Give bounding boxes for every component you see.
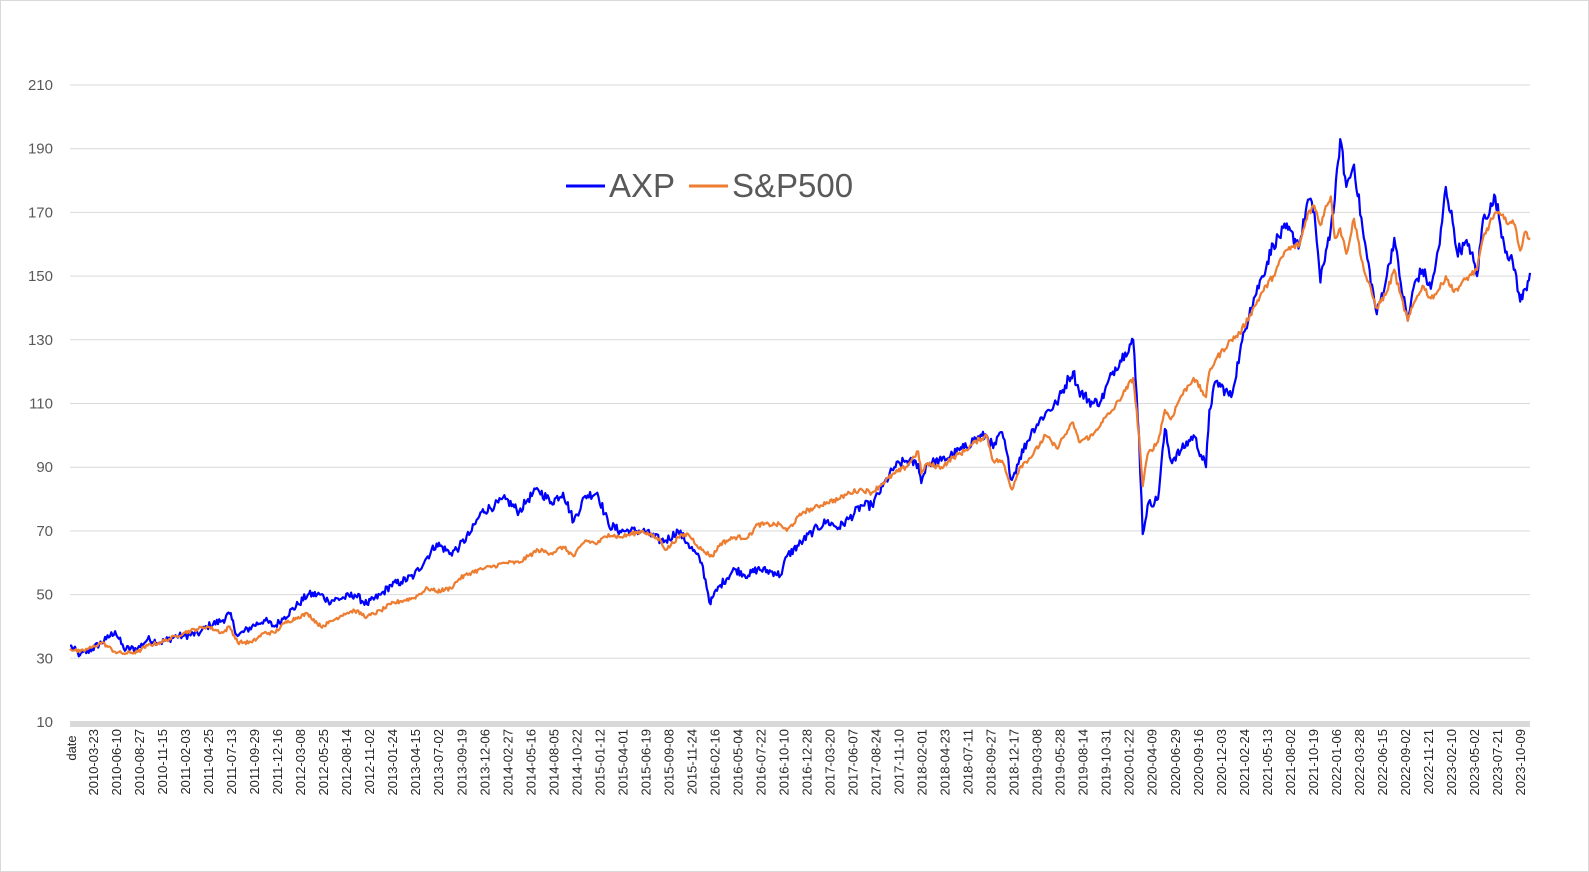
y-tick-label: 30 — [36, 650, 53, 667]
x-tick-label: 2017-06-07 — [846, 729, 861, 796]
x-tick-label: 2016-05-04 — [730, 729, 745, 796]
x-tick-label: 2023-07-21 — [1490, 729, 1505, 796]
x-tick-label: 2022-09-02 — [1398, 729, 1413, 796]
x-axis-first-label: date — [64, 735, 79, 760]
x-tick-label: 2013-04-15 — [408, 729, 423, 796]
x-tick-label: 2020-12-03 — [1214, 729, 1229, 796]
y-tick-label: 150 — [28, 268, 53, 285]
y-tick-label: 170 — [28, 204, 53, 221]
x-tick-label: 2012-08-14 — [339, 729, 354, 796]
x-tick-label: 2015-11-24 — [684, 729, 699, 795]
y-tick-label: 210 — [28, 77, 53, 94]
y-tick-label: 90 — [36, 459, 53, 476]
x-tick-label: 2020-01-22 — [1122, 729, 1137, 796]
x-tick-label: 2020-09-16 — [1191, 729, 1206, 796]
x-tick-label: 2011-12-16 — [270, 729, 285, 795]
x-tick-label: 2018-02-01 — [915, 729, 930, 796]
x-tick-label: 2015-06-19 — [638, 729, 653, 796]
x-tick-label: 2015-01-12 — [592, 729, 607, 796]
x-tick-label: 2018-12-17 — [1007, 729, 1022, 796]
x-tick-label: 2019-10-31 — [1099, 729, 1114, 796]
x-tick-label: 2014-02-27 — [500, 729, 515, 796]
x-tick-label: 2015-09-08 — [661, 729, 676, 796]
y-tick-label: 70 — [36, 523, 53, 540]
y-tick-label: 110 — [29, 396, 53, 413]
x-tick-label: 2020-04-09 — [1145, 729, 1160, 796]
legend-label-sp500: S&P500 — [732, 167, 853, 204]
x-tick-label: 2021-05-13 — [1260, 729, 1275, 796]
x-tick-label: 2016-07-22 — [753, 729, 768, 796]
x-tick-label: 2013-01-24 — [385, 729, 400, 796]
x-tick-label: 2012-03-08 — [293, 729, 308, 796]
x-tick-label: 2018-09-27 — [984, 729, 999, 796]
x-tick-label: 2016-02-16 — [707, 729, 722, 796]
x-tick-label: 2020-06-29 — [1168, 729, 1183, 796]
x-tick-label: 2014-08-05 — [546, 729, 561, 796]
legend-label-axp: AXP — [609, 167, 675, 204]
x-tick-label: 2011-09-29 — [247, 729, 262, 795]
x-tick-label: 2018-04-23 — [938, 729, 953, 796]
series-line-axp — [70, 138, 1532, 658]
x-tick-label: 2013-09-19 — [454, 729, 469, 796]
series-line-sp500 — [69, 195, 1531, 656]
x-tick-label: 2022-03-28 — [1352, 729, 1367, 796]
x-tick-label: 2021-08-02 — [1283, 729, 1298, 796]
x-tick-label: 2015-04-01 — [615, 729, 630, 796]
x-tick-label: 2012-05-25 — [316, 729, 331, 796]
x-tick-label: 2011-07-13 — [224, 729, 239, 795]
series-lines — [69, 138, 1532, 658]
x-tick-label: 2013-12-06 — [477, 729, 492, 796]
x-tick-label: 2011-04-25 — [201, 729, 216, 795]
x-tick-label: 2010-11-15 — [155, 729, 170, 795]
x-tick-label: 2018-07-11 — [961, 729, 976, 795]
x-tick-label: 2022-06-15 — [1375, 729, 1390, 796]
x-tick-label: 2021-02-24 — [1237, 729, 1252, 796]
x-tick-label: 2014-10-22 — [569, 729, 584, 796]
x-tick-label: 2023-05-02 — [1467, 729, 1482, 796]
x-tick-label: 2022-01-06 — [1329, 729, 1344, 796]
x-tick-label: 2016-12-28 — [800, 729, 815, 796]
y-tick-label: 10 — [36, 714, 53, 731]
x-tick-label: 2010-03-23 — [86, 729, 101, 796]
x-axis-line — [70, 721, 1530, 727]
legend: AXP S&P500 — [566, 167, 853, 204]
x-tick-label: 2022-11-21 — [1421, 729, 1436, 795]
x-tick-label: 2017-08-24 — [869, 729, 884, 796]
x-tick-label: 2012-11-02 — [362, 729, 377, 795]
y-tick-label: 190 — [28, 141, 53, 158]
y-tick-label: 50 — [36, 587, 53, 604]
x-tick-label: 2010-08-27 — [132, 729, 147, 796]
x-tick-label: 2013-07-02 — [431, 729, 446, 796]
x-tick-label: 2019-08-14 — [1076, 729, 1091, 796]
x-tick-label: 2014-05-16 — [523, 729, 538, 796]
x-axis: date 2010-03-23 2010-06-10 2010-08-27 2010-1… — [64, 721, 1530, 796]
x-tick-label: 2021-10-19 — [1306, 729, 1321, 796]
x-tick-label: 2023-02-10 — [1444, 729, 1459, 796]
x-tick-label: 2023-10-09 — [1513, 729, 1528, 796]
x-tick-label: 2017-11-10 — [892, 729, 907, 795]
x-tick-label: 2011-02-03 — [178, 729, 193, 795]
x-tick-label: 2016-10-10 — [776, 729, 791, 796]
x-tick-label: 2019-03-08 — [1030, 729, 1045, 796]
y-axis: 10 30 50 70 90 110 130 150 170 190 210 — [28, 77, 53, 731]
y-tick-label: 130 — [28, 332, 53, 349]
x-tick-label: 2010-06-10 — [109, 729, 124, 796]
x-tick-label: 2019-05-28 — [1053, 729, 1068, 796]
x-tick-label: 2017-03-20 — [823, 729, 838, 796]
